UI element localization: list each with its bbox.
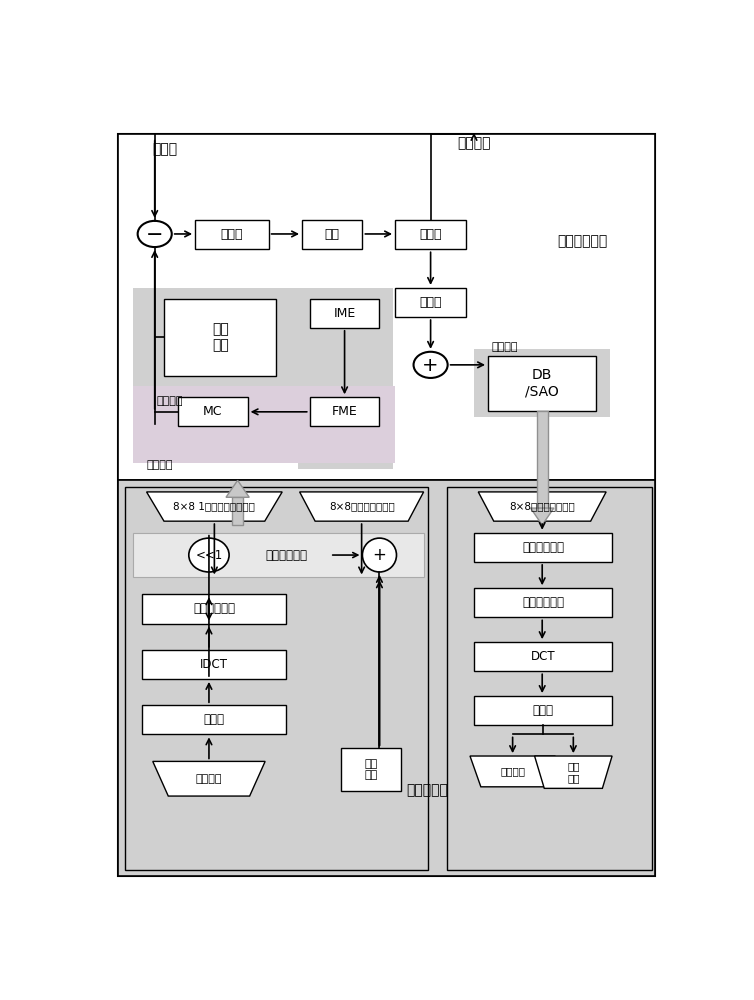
Ellipse shape (363, 538, 397, 572)
Bar (118, 480, 655, 876)
Bar (341, 748, 401, 791)
Text: 输出码流: 输出码流 (457, 136, 491, 150)
Text: 截断
数据: 截断 数据 (364, 759, 378, 780)
Text: 量化: 量化 (325, 228, 339, 241)
Bar (164, 299, 277, 376)
Text: 块变换: 块变换 (221, 228, 243, 241)
Bar (474, 642, 612, 671)
Text: 熵编码: 熵编码 (419, 228, 442, 241)
Polygon shape (470, 756, 555, 787)
Bar (232, 497, 243, 525)
Bar (447, 487, 652, 870)
Bar (488, 356, 596, 411)
Bar (310, 299, 379, 328)
Text: 预测码流: 预测码流 (500, 766, 525, 776)
Ellipse shape (413, 352, 448, 378)
Polygon shape (153, 761, 265, 796)
Polygon shape (146, 492, 282, 521)
Text: 末位补齐模块: 末位补齐模块 (265, 549, 308, 562)
Bar (395, 288, 466, 317)
Text: IME: IME (333, 307, 356, 320)
Text: DCT: DCT (531, 650, 555, 663)
Polygon shape (226, 480, 250, 497)
Ellipse shape (188, 538, 229, 572)
Text: DB
/SAO: DB /SAO (526, 368, 559, 398)
Text: +: + (372, 546, 386, 564)
Ellipse shape (138, 221, 172, 247)
Bar (133, 288, 323, 397)
Text: 块内预测模块: 块内预测模块 (522, 596, 564, 609)
Text: 8×8原始像素数据块: 8×8原始像素数据块 (509, 502, 575, 512)
Text: 反变换: 反变换 (419, 296, 442, 309)
Text: 截断
数据: 截断 数据 (567, 761, 580, 783)
Text: 末位截断模块: 末位截断模块 (522, 541, 564, 554)
Bar (118, 134, 655, 480)
Text: 视频编码模块: 视频编码模块 (557, 235, 608, 249)
Text: 帧压缩模块: 帧压缩模块 (406, 783, 449, 797)
Bar (474, 588, 612, 617)
Text: 8×8原始像素数据块: 8×8原始像素数据块 (329, 502, 394, 512)
Bar (537, 411, 547, 508)
Text: FME: FME (332, 405, 357, 418)
Text: MC: MC (203, 405, 222, 418)
Bar (143, 705, 286, 734)
Polygon shape (535, 756, 612, 788)
Text: <<1: <<1 (195, 549, 222, 562)
Bar (125, 487, 428, 870)
Text: 帧间预测: 帧间预测 (147, 460, 173, 470)
Bar (302, 220, 363, 249)
Text: IDCT: IDCT (200, 658, 228, 671)
Bar (195, 220, 268, 249)
Bar (178, 397, 248, 426)
Bar (143, 650, 286, 679)
Text: 源数据: 源数据 (152, 142, 177, 156)
Bar (298, 288, 393, 469)
Bar (133, 386, 395, 463)
Polygon shape (531, 508, 554, 525)
Bar (474, 533, 612, 562)
Bar (474, 349, 610, 417)
Text: 预测残差: 预测残差 (196, 774, 222, 784)
Text: 块内预测模块: 块内预测模块 (193, 602, 235, 615)
Polygon shape (478, 492, 606, 521)
Text: −: − (146, 225, 164, 245)
Text: 帧内
预测: 帧内 预测 (212, 322, 228, 352)
Bar (310, 397, 379, 426)
Bar (133, 533, 424, 577)
Bar (474, 696, 612, 725)
Bar (143, 594, 286, 624)
Text: +: + (422, 356, 439, 375)
Text: 8×8 1位有损像素数据块: 8×8 1位有损像素数据块 (173, 502, 256, 512)
Text: 熵解码: 熵解码 (204, 713, 225, 726)
Polygon shape (299, 492, 424, 521)
Text: 帧内预测: 帧内预测 (156, 396, 182, 406)
Text: 熵编码: 熵编码 (532, 704, 553, 717)
Bar (395, 220, 466, 249)
Text: 重建数据: 重建数据 (492, 342, 518, 352)
